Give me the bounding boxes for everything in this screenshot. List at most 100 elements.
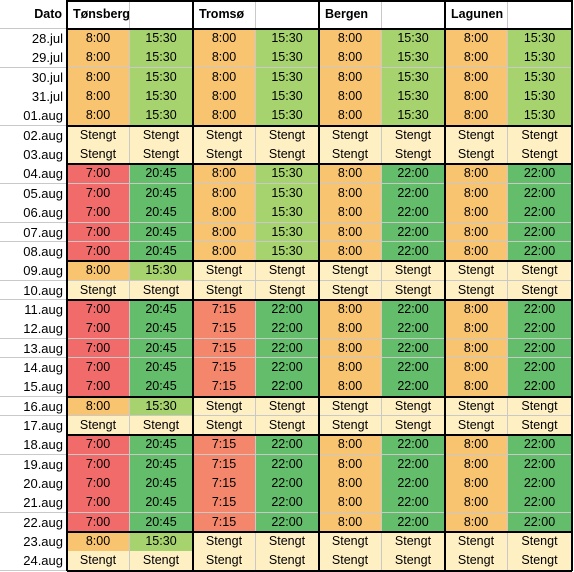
lagunen-close-cell[interactable]: 22:00 bbox=[508, 319, 572, 340]
tonsberg-open-cell[interactable]: 8:00 bbox=[67, 67, 130, 88]
bergen-open-cell[interactable]: Stengt bbox=[319, 280, 382, 301]
tromso-open-cell[interactable]: 7:15 bbox=[193, 512, 256, 533]
tromso-close-cell[interactable]: 15:30 bbox=[256, 222, 319, 243]
lagunen-close-cell[interactable]: 22:00 bbox=[508, 338, 572, 359]
lagunen-open-cell[interactable]: 8:00 bbox=[445, 183, 508, 204]
tromso-close-cell[interactable]: 22:00 bbox=[256, 435, 319, 456]
bergen-close-cell[interactable]: 22:00 bbox=[382, 299, 445, 320]
lagunen-close-cell[interactable]: Stengt bbox=[508, 145, 572, 165]
lagunen-close-cell[interactable]: 22:00 bbox=[508, 454, 572, 475]
tromso-open-cell[interactable]: 7:15 bbox=[193, 377, 256, 398]
lagunen-close-cell[interactable]: 15:30 bbox=[508, 67, 572, 88]
tonsberg-close-cell[interactable]: 15:30 bbox=[130, 29, 193, 49]
lagunen-close-cell[interactable]: 22:00 bbox=[508, 203, 572, 223]
tromso-open-cell[interactable]: 7:15 bbox=[193, 474, 256, 494]
lagunen-open-cell[interactable]: 8:00 bbox=[445, 203, 508, 223]
tonsberg-open-cell[interactable]: 7:00 bbox=[67, 299, 130, 320]
tonsberg-open-cell[interactable]: Stengt bbox=[67, 145, 130, 165]
bergen-close-cell[interactable]: Stengt bbox=[382, 280, 445, 301]
tromso-close-cell[interactable]: 22:00 bbox=[256, 474, 319, 494]
lagunen-close-cell[interactable]: Stengt bbox=[508, 532, 572, 552]
tonsberg-open-cell[interactable]: 8:00 bbox=[67, 396, 130, 417]
bergen-open-cell[interactable]: 8:00 bbox=[319, 299, 382, 320]
tonsberg-open-cell[interactable]: 7:00 bbox=[67, 222, 130, 243]
date-cell[interactable]: 17.aug bbox=[0, 416, 67, 436]
bergen-open-cell[interactable]: 8:00 bbox=[319, 67, 382, 88]
lagunen-close-cell[interactable]: 22:00 bbox=[508, 222, 572, 243]
bergen-close-cell[interactable]: 22:00 bbox=[382, 222, 445, 243]
header-bergen-close[interactable] bbox=[382, 0, 445, 29]
tonsberg-close-cell[interactable]: Stengt bbox=[130, 551, 193, 572]
bergen-close-cell[interactable]: 22:00 bbox=[382, 377, 445, 398]
date-cell[interactable]: 31.jul bbox=[0, 87, 67, 107]
lagunen-open-cell[interactable]: 8:00 bbox=[445, 106, 508, 127]
date-cell[interactable]: 15.aug bbox=[0, 377, 67, 398]
bergen-close-cell[interactable]: 22:00 bbox=[382, 338, 445, 359]
lagunen-open-cell[interactable]: 8:00 bbox=[445, 67, 508, 88]
bergen-close-cell[interactable]: 15:30 bbox=[382, 87, 445, 107]
bergen-open-cell[interactable]: 8:00 bbox=[319, 474, 382, 494]
tonsberg-open-cell[interactable]: 8:00 bbox=[67, 532, 130, 552]
tonsberg-open-cell[interactable]: 7:00 bbox=[67, 377, 130, 398]
tromso-close-cell[interactable]: 15:30 bbox=[256, 29, 319, 49]
bergen-close-cell[interactable]: Stengt bbox=[382, 532, 445, 552]
tromso-close-cell[interactable]: 15:30 bbox=[256, 183, 319, 204]
tromso-close-cell[interactable]: Stengt bbox=[256, 532, 319, 552]
bergen-close-cell[interactable]: 22:00 bbox=[382, 319, 445, 340]
tromso-close-cell[interactable]: Stengt bbox=[256, 261, 319, 282]
tromso-open-cell[interactable]: Stengt bbox=[193, 280, 256, 301]
tonsberg-close-cell[interactable]: 20:45 bbox=[130, 512, 193, 533]
lagunen-open-cell[interactable]: 8:00 bbox=[445, 454, 508, 475]
tromso-close-cell[interactable]: Stengt bbox=[256, 125, 319, 146]
bergen-open-cell[interactable]: Stengt bbox=[319, 261, 382, 282]
bergen-close-cell[interactable]: Stengt bbox=[382, 551, 445, 572]
date-cell[interactable]: 16.aug bbox=[0, 396, 67, 417]
tonsberg-open-cell[interactable]: 7:00 bbox=[67, 164, 130, 185]
tonsberg-close-cell[interactable]: Stengt bbox=[130, 145, 193, 165]
tromso-close-cell[interactable]: Stengt bbox=[256, 551, 319, 572]
date-cell[interactable]: 11.aug bbox=[0, 299, 67, 320]
tromso-open-cell[interactable]: Stengt bbox=[193, 416, 256, 436]
lagunen-open-cell[interactable]: Stengt bbox=[445, 396, 508, 417]
lagunen-open-cell[interactable]: 8:00 bbox=[445, 299, 508, 320]
tonsberg-close-cell[interactable]: 15:30 bbox=[130, 48, 193, 69]
header-tromso[interactable]: Tromsø bbox=[193, 0, 256, 29]
tromso-open-cell[interactable]: 8:00 bbox=[193, 183, 256, 204]
tromso-close-cell[interactable]: 22:00 bbox=[256, 454, 319, 475]
lagunen-close-cell[interactable]: 15:30 bbox=[508, 29, 572, 49]
bergen-close-cell[interactable]: 22:00 bbox=[382, 183, 445, 204]
date-cell[interactable]: 08.aug bbox=[0, 241, 67, 262]
tromso-close-cell[interactable]: 15:30 bbox=[256, 164, 319, 185]
tromso-open-cell[interactable]: 8:00 bbox=[193, 48, 256, 69]
lagunen-close-cell[interactable]: 22:00 bbox=[508, 512, 572, 533]
tonsberg-open-cell[interactable]: Stengt bbox=[67, 125, 130, 146]
tonsberg-close-cell[interactable]: 20:45 bbox=[130, 454, 193, 475]
lagunen-close-cell[interactable]: 22:00 bbox=[508, 377, 572, 398]
tromso-open-cell[interactable]: Stengt bbox=[193, 261, 256, 282]
bergen-open-cell[interactable]: 8:00 bbox=[319, 319, 382, 340]
tromso-open-cell[interactable]: 7:15 bbox=[193, 454, 256, 475]
date-cell[interactable]: 01.aug bbox=[0, 106, 67, 127]
tonsberg-close-cell[interactable]: 20:45 bbox=[130, 474, 193, 494]
tonsberg-open-cell[interactable]: 7:00 bbox=[67, 357, 130, 378]
lagunen-open-cell[interactable]: 8:00 bbox=[445, 338, 508, 359]
tonsberg-close-cell[interactable]: Stengt bbox=[130, 416, 193, 436]
header-tonsberg-close[interactable] bbox=[130, 0, 193, 29]
bergen-open-cell[interactable]: Stengt bbox=[319, 125, 382, 146]
lagunen-close-cell[interactable]: 15:30 bbox=[508, 48, 572, 69]
tonsberg-close-cell[interactable]: 20:45 bbox=[130, 493, 193, 514]
tonsberg-open-cell[interactable]: 7:00 bbox=[67, 512, 130, 533]
date-cell[interactable]: 20.aug bbox=[0, 474, 67, 494]
bergen-close-cell[interactable]: 15:30 bbox=[382, 67, 445, 88]
bergen-close-cell[interactable]: 22:00 bbox=[382, 512, 445, 533]
header-tromso-close[interactable] bbox=[256, 0, 319, 29]
lagunen-open-cell[interactable]: 8:00 bbox=[445, 435, 508, 456]
tromso-open-cell[interactable]: 7:15 bbox=[193, 338, 256, 359]
tonsberg-close-cell[interactable]: 20:45 bbox=[130, 164, 193, 185]
tonsberg-open-cell[interactable]: 7:00 bbox=[67, 435, 130, 456]
tromso-open-cell[interactable]: 8:00 bbox=[193, 29, 256, 49]
tonsberg-open-cell[interactable]: 7:00 bbox=[67, 454, 130, 475]
lagunen-close-cell[interactable]: Stengt bbox=[508, 551, 572, 572]
tromso-open-cell[interactable]: 8:00 bbox=[193, 164, 256, 185]
tonsberg-close-cell[interactable]: 20:45 bbox=[130, 338, 193, 359]
